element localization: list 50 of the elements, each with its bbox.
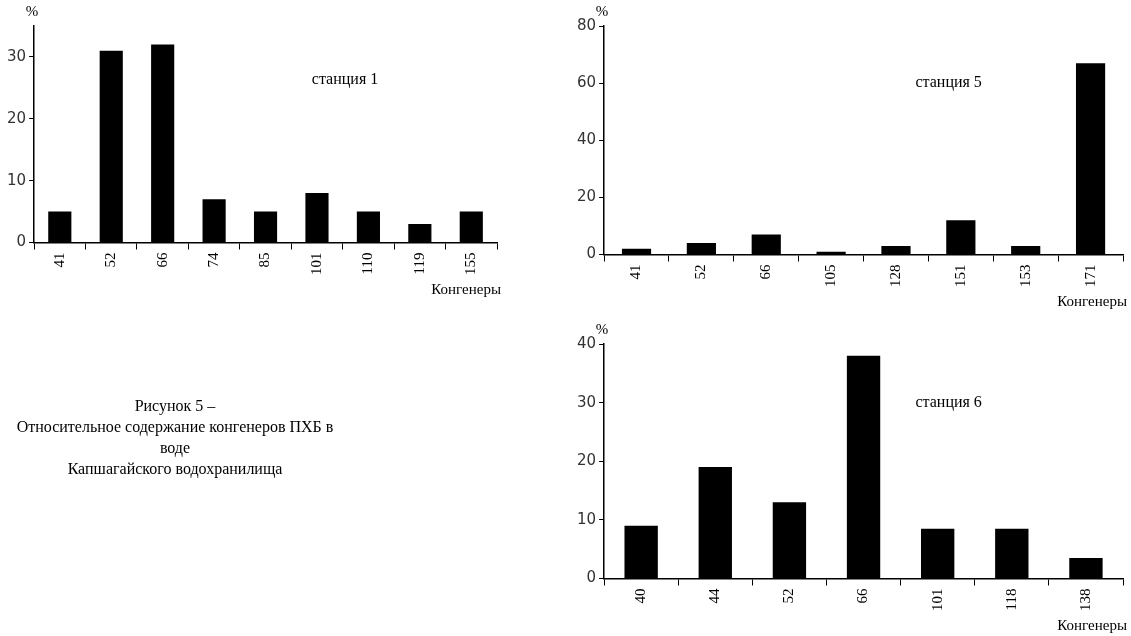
annotation: станция 6 bbox=[915, 392, 982, 411]
y-tick-label: 80 bbox=[576, 15, 597, 34]
y-tick-label: 20 bbox=[6, 108, 27, 127]
y-tick-label: 30 bbox=[576, 392, 597, 411]
x-tick-label: 118 bbox=[1002, 588, 1019, 611]
text: Капшагайского водохранилища bbox=[66, 459, 284, 479]
y-tick-label: 10 bbox=[6, 170, 27, 189]
x-tick-label: 101 bbox=[928, 588, 945, 611]
x-tick-label: 105 bbox=[822, 264, 839, 287]
x-axis-title: Конгенеры bbox=[1057, 617, 1127, 634]
x-tick-label: 66 bbox=[757, 264, 774, 280]
x-tick-label: 66 bbox=[153, 252, 170, 268]
x-tick-label: 52 bbox=[102, 252, 119, 268]
x-tick-label: 171 bbox=[1081, 264, 1098, 287]
x-tick-label: 44 bbox=[706, 588, 723, 604]
annotation: станция 5 bbox=[915, 73, 982, 92]
y-tick-label: 20 bbox=[576, 451, 597, 470]
y-tick-label: 30 bbox=[6, 46, 27, 65]
x-tick-label: 155 bbox=[462, 252, 479, 275]
y-tick-label: 10 bbox=[576, 509, 597, 528]
x-tick-label: 74 bbox=[205, 252, 222, 268]
x-tick-label: 52 bbox=[692, 264, 709, 280]
y-axis-title: % bbox=[25, 3, 39, 20]
x-tick-label: 101 bbox=[307, 252, 324, 275]
x-tick-label: 41 bbox=[627, 264, 644, 280]
x-tick-label: 151 bbox=[951, 264, 968, 287]
x-tick-label: 52 bbox=[780, 588, 797, 604]
x-tick-label: 153 bbox=[1016, 264, 1033, 287]
x-tick-label: 41 bbox=[50, 252, 67, 268]
y-tick-label: 40 bbox=[576, 333, 597, 352]
y-tick-label: 20 bbox=[576, 187, 597, 206]
x-tick-label: 110 bbox=[359, 252, 376, 275]
text: Рисунок 5 – bbox=[133, 396, 217, 416]
x-axis-title: Конгенеры bbox=[431, 281, 501, 298]
y-tick-label: 0 bbox=[586, 244, 597, 263]
x-tick-label: 119 bbox=[410, 252, 427, 275]
y-tick-label: 40 bbox=[576, 130, 597, 149]
text: Относительное содержание конгенеров ПХБ в воде bbox=[15, 417, 335, 458]
x-tick-label: 40 bbox=[632, 588, 649, 604]
y-axis-title: % bbox=[595, 321, 609, 338]
y-tick-label: 0 bbox=[16, 232, 27, 251]
y-tick-label: 0 bbox=[586, 568, 597, 587]
annotation: станция 1 bbox=[311, 70, 379, 89]
x-axis-title: Конгенеры bbox=[1057, 293, 1127, 310]
x-tick-label: 138 bbox=[1076, 588, 1093, 611]
x-tick-label: 66 bbox=[854, 588, 871, 604]
x-tick-label: 85 bbox=[256, 252, 273, 268]
y-tick-label: 60 bbox=[576, 73, 597, 92]
y-axis-title: % bbox=[595, 3, 609, 20]
x-tick-label: 128 bbox=[886, 264, 903, 287]
